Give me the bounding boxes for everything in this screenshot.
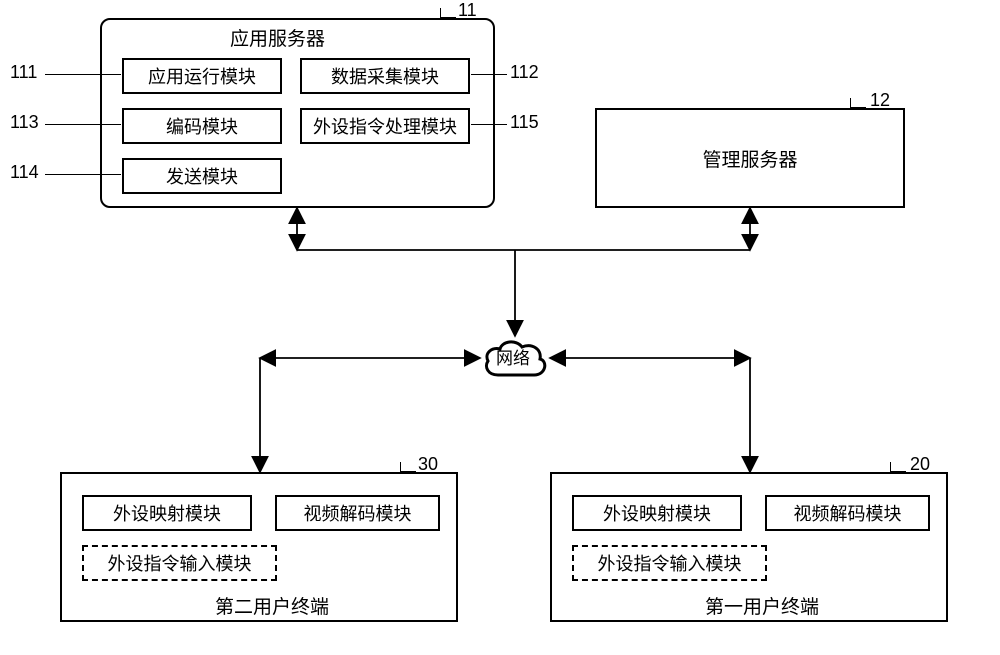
- ref-115: 115: [510, 112, 539, 133]
- ref-12: 12: [870, 90, 890, 111]
- ut1-module-3: 外设指令输入模块: [572, 545, 767, 581]
- ut2-module-2: 视频解码模块: [275, 495, 440, 531]
- lead-115: [471, 124, 507, 125]
- app-server-title: 应用服务器: [230, 24, 325, 51]
- lead-114: [45, 174, 121, 175]
- ref-114: 114: [10, 162, 39, 183]
- hook-12: [850, 98, 866, 108]
- ref-112: 112: [510, 62, 539, 83]
- network-label: 网络: [496, 344, 530, 369]
- ref-20: 20: [910, 454, 930, 475]
- mgmt-server-box: 管理服务器: [595, 108, 905, 208]
- hook-11: [440, 8, 456, 18]
- ref-30: 30: [418, 454, 438, 475]
- ut2-module-3: 外设指令输入模块: [82, 545, 277, 581]
- ut1-module-2: 视频解码模块: [765, 495, 930, 531]
- ut1-module-1: 外设映射模块: [572, 495, 742, 531]
- ref-113: 113: [10, 112, 39, 133]
- hook-30: [400, 462, 416, 472]
- module-115: 外设指令处理模块: [300, 108, 470, 144]
- module-111: 应用运行模块: [122, 58, 282, 94]
- ref-11: 11: [458, 0, 477, 21]
- hook-20: [890, 462, 906, 472]
- lead-112: [471, 74, 507, 75]
- lead-113: [45, 124, 121, 125]
- module-114: 发送模块: [122, 158, 282, 194]
- ut1-title: 第一用户终端: [705, 592, 819, 619]
- ut2-title: 第二用户终端: [215, 592, 329, 619]
- ref-111: 111: [10, 62, 37, 83]
- ut2-module-1: 外设映射模块: [82, 495, 252, 531]
- module-112: 数据采集模块: [300, 58, 470, 94]
- module-113: 编码模块: [122, 108, 282, 144]
- lead-111: [45, 74, 121, 75]
